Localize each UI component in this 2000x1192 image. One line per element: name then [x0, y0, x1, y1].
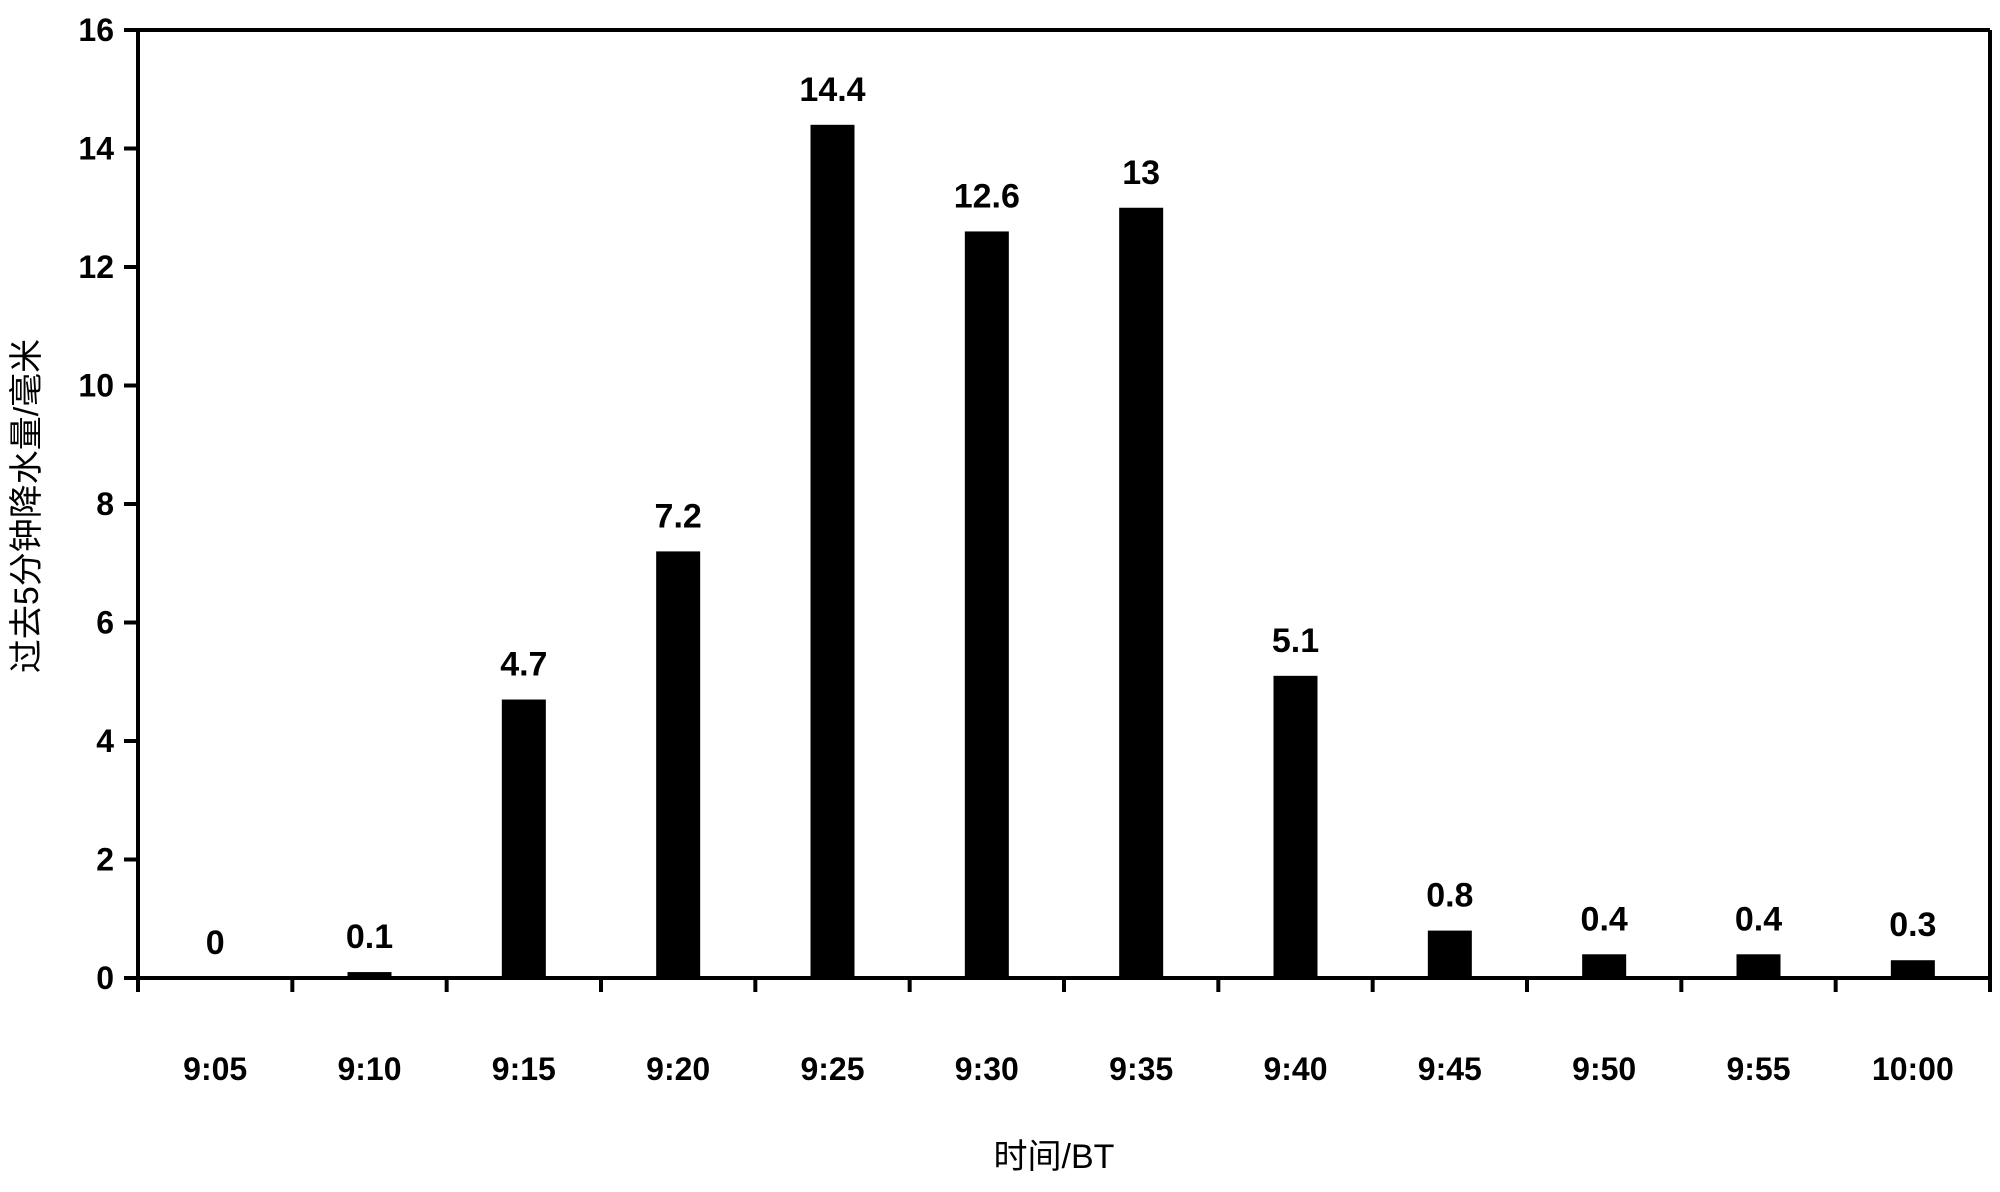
- y-tick-label: 2: [96, 842, 114, 878]
- x-axis-ticks: 9:05 9:10 9:15 9:20 9:25 9:30 9:35 9:40 9:45 9:50…: [136, 978, 1992, 1087]
- data-label: 0.4: [1735, 900, 1782, 938]
- x-tick-label: 9:40: [1263, 1051, 1327, 1087]
- y-axis-ticks: 0 2 4 6 8 10 12 14 16: [78, 12, 138, 996]
- data-label: 14.4: [799, 71, 865, 109]
- bar: [1890, 960, 1935, 978]
- bar: [1119, 207, 1164, 978]
- data-label: 0.3: [1889, 906, 1936, 944]
- bar: [1427, 930, 1472, 978]
- data-label: 13: [1122, 154, 1160, 192]
- data-label: 4.7: [500, 646, 547, 684]
- x-tick-label: 9:05: [183, 1051, 247, 1087]
- y-tick-label: 16: [78, 12, 114, 48]
- x-tick-label: 9:55: [1726, 1051, 1790, 1087]
- x-tick-label: 9:35: [1109, 1051, 1173, 1087]
- data-label: 12.6: [954, 177, 1020, 215]
- y-tick-label: 14: [78, 131, 114, 167]
- bar: [1582, 954, 1627, 978]
- y-tick-label: 0: [96, 960, 114, 996]
- bar: [964, 231, 1009, 978]
- y-tick-label: 8: [96, 486, 114, 522]
- x-tick-label: 9:45: [1418, 1051, 1482, 1087]
- data-label: 0.8: [1426, 877, 1473, 915]
- x-tick-label: 9:50: [1572, 1051, 1636, 1087]
- y-axis-title: 过去5分钟降水量/毫米: [8, 339, 46, 673]
- data-labels: 0 0.1 4.7 7.2 14.4 12.6 13 5.1 0.8 0.4 0.4 0.3: [206, 71, 1937, 962]
- x-axis-title: 时间/BT: [994, 1138, 1115, 1176]
- x-tick-label: 9:30: [955, 1051, 1019, 1087]
- data-label: 5.1: [1272, 622, 1319, 660]
- x-tick-label: 9:15: [492, 1051, 556, 1087]
- y-tick-label: 10: [78, 368, 114, 404]
- y-tick-label: 12: [78, 249, 114, 285]
- data-label: 0: [206, 924, 225, 962]
- x-tick-label: 9:25: [800, 1051, 864, 1087]
- bar: [501, 699, 546, 978]
- bar: [1736, 954, 1781, 978]
- y-tick-label: 6: [96, 605, 114, 641]
- data-label: 0.1: [346, 918, 393, 956]
- data-label: 0.4: [1581, 900, 1628, 938]
- data-label: 7.2: [655, 497, 702, 535]
- bar: [810, 124, 855, 979]
- x-tick-label: 9:10: [337, 1051, 401, 1087]
- x-tick-label: 9:20: [646, 1051, 710, 1087]
- bar: [347, 972, 392, 978]
- bars: [347, 124, 1935, 979]
- bar: [1273, 675, 1318, 978]
- bar: [656, 551, 701, 978]
- x-tick-label: 10:00: [1872, 1051, 1954, 1087]
- y-tick-label: 4: [96, 723, 114, 759]
